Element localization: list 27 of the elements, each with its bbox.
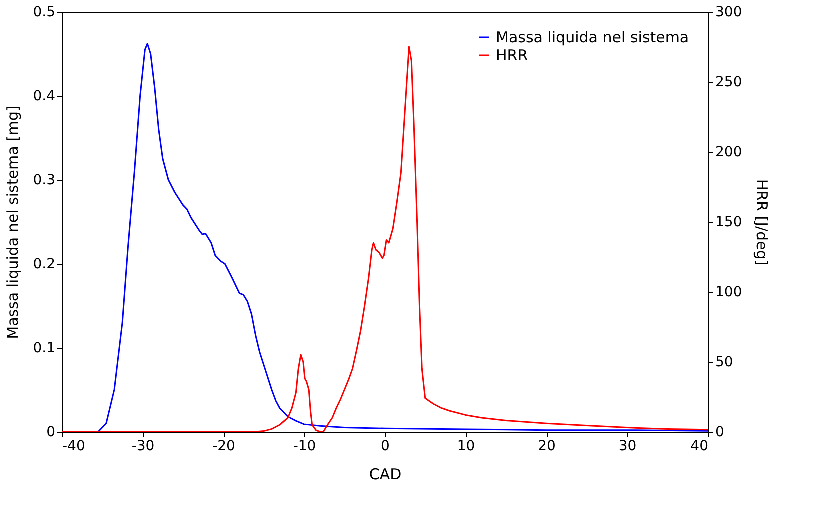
y-axis-title: Massa liquida nel sistema [mg]: [4, 106, 22, 340]
y2-axis-title: HRR [J/deg]: [753, 179, 772, 266]
y2-tick-label: 200: [716, 144, 742, 160]
x-tick-label: -20: [212, 438, 236, 454]
x-axis-title: CAD: [369, 466, 402, 484]
y2-tick-label: 250: [716, 74, 742, 90]
y-tick-label: 0.5: [33, 4, 56, 20]
x-tick-label: -30: [132, 438, 155, 454]
legend-label: HRR: [496, 46, 528, 64]
y2-tick-label: 150: [716, 214, 742, 230]
x-tick-label: 20: [538, 438, 556, 454]
x-tick-label: 30: [618, 438, 637, 454]
y-tick-label: 0.1: [33, 340, 56, 356]
y2-tick-label: 100: [716, 284, 742, 300]
x-tick-label: -40: [62, 438, 86, 454]
y-tick-label: 0: [46, 424, 56, 440]
y2-tick-label: 0: [716, 424, 724, 440]
y2-tick-label: 300: [716, 4, 742, 20]
x-tick-label: -10: [293, 438, 316, 454]
legend-label: Massa liquida nel sistema: [496, 28, 690, 46]
y-tick-label: 0.2: [33, 256, 56, 272]
y-tick-label: 0.3: [33, 172, 56, 188]
x-tick-label: 10: [457, 438, 476, 454]
x-tick-label: 0: [381, 438, 390, 454]
x-tick-label: 40: [690, 438, 708, 454]
y-tick-label: 0.4: [33, 88, 56, 104]
y2-tick-label: 50: [716, 354, 734, 370]
